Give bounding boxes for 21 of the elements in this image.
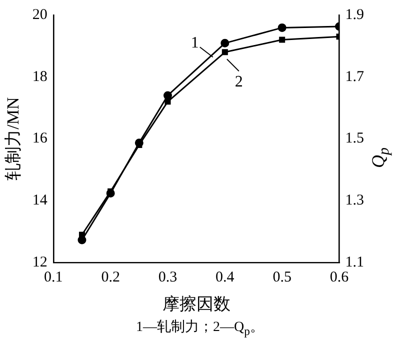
- y2-tick-label: 1.3: [345, 192, 364, 209]
- y2-tick-label: 1.7: [345, 68, 364, 85]
- y-tick-label: 12: [32, 254, 48, 271]
- x-tick-label: 0.1: [44, 270, 63, 286]
- x-tick-label: 0.3: [158, 270, 178, 286]
- y-axis-title: 轧制力/MN: [4, 97, 23, 180]
- y2-tick-label: 1.5: [345, 130, 364, 147]
- x-tick-label: 0.2: [101, 270, 120, 286]
- y-tick-label: 16: [32, 130, 48, 147]
- x-tick-label: 0.5: [272, 270, 292, 286]
- x-axis-title: 摩擦因数: [162, 294, 230, 314]
- y2-tick-label: 1.9: [345, 6, 364, 23]
- x-tick-label: 0.4: [216, 270, 235, 286]
- text: 1—轧制力；2—Q$_{p}$。: [135, 318, 265, 338]
- series-label: 2: [234, 73, 243, 90]
- y-tick-label: 20: [32, 6, 48, 23]
- y2-tick-label: 1.1: [345, 254, 364, 271]
- y-tick-label: 18: [32, 68, 48, 85]
- x-tick-label: 0.6: [330, 270, 350, 286]
- legend-label: 1: [190, 34, 199, 52]
- y-tick-label: 14: [32, 192, 48, 209]
